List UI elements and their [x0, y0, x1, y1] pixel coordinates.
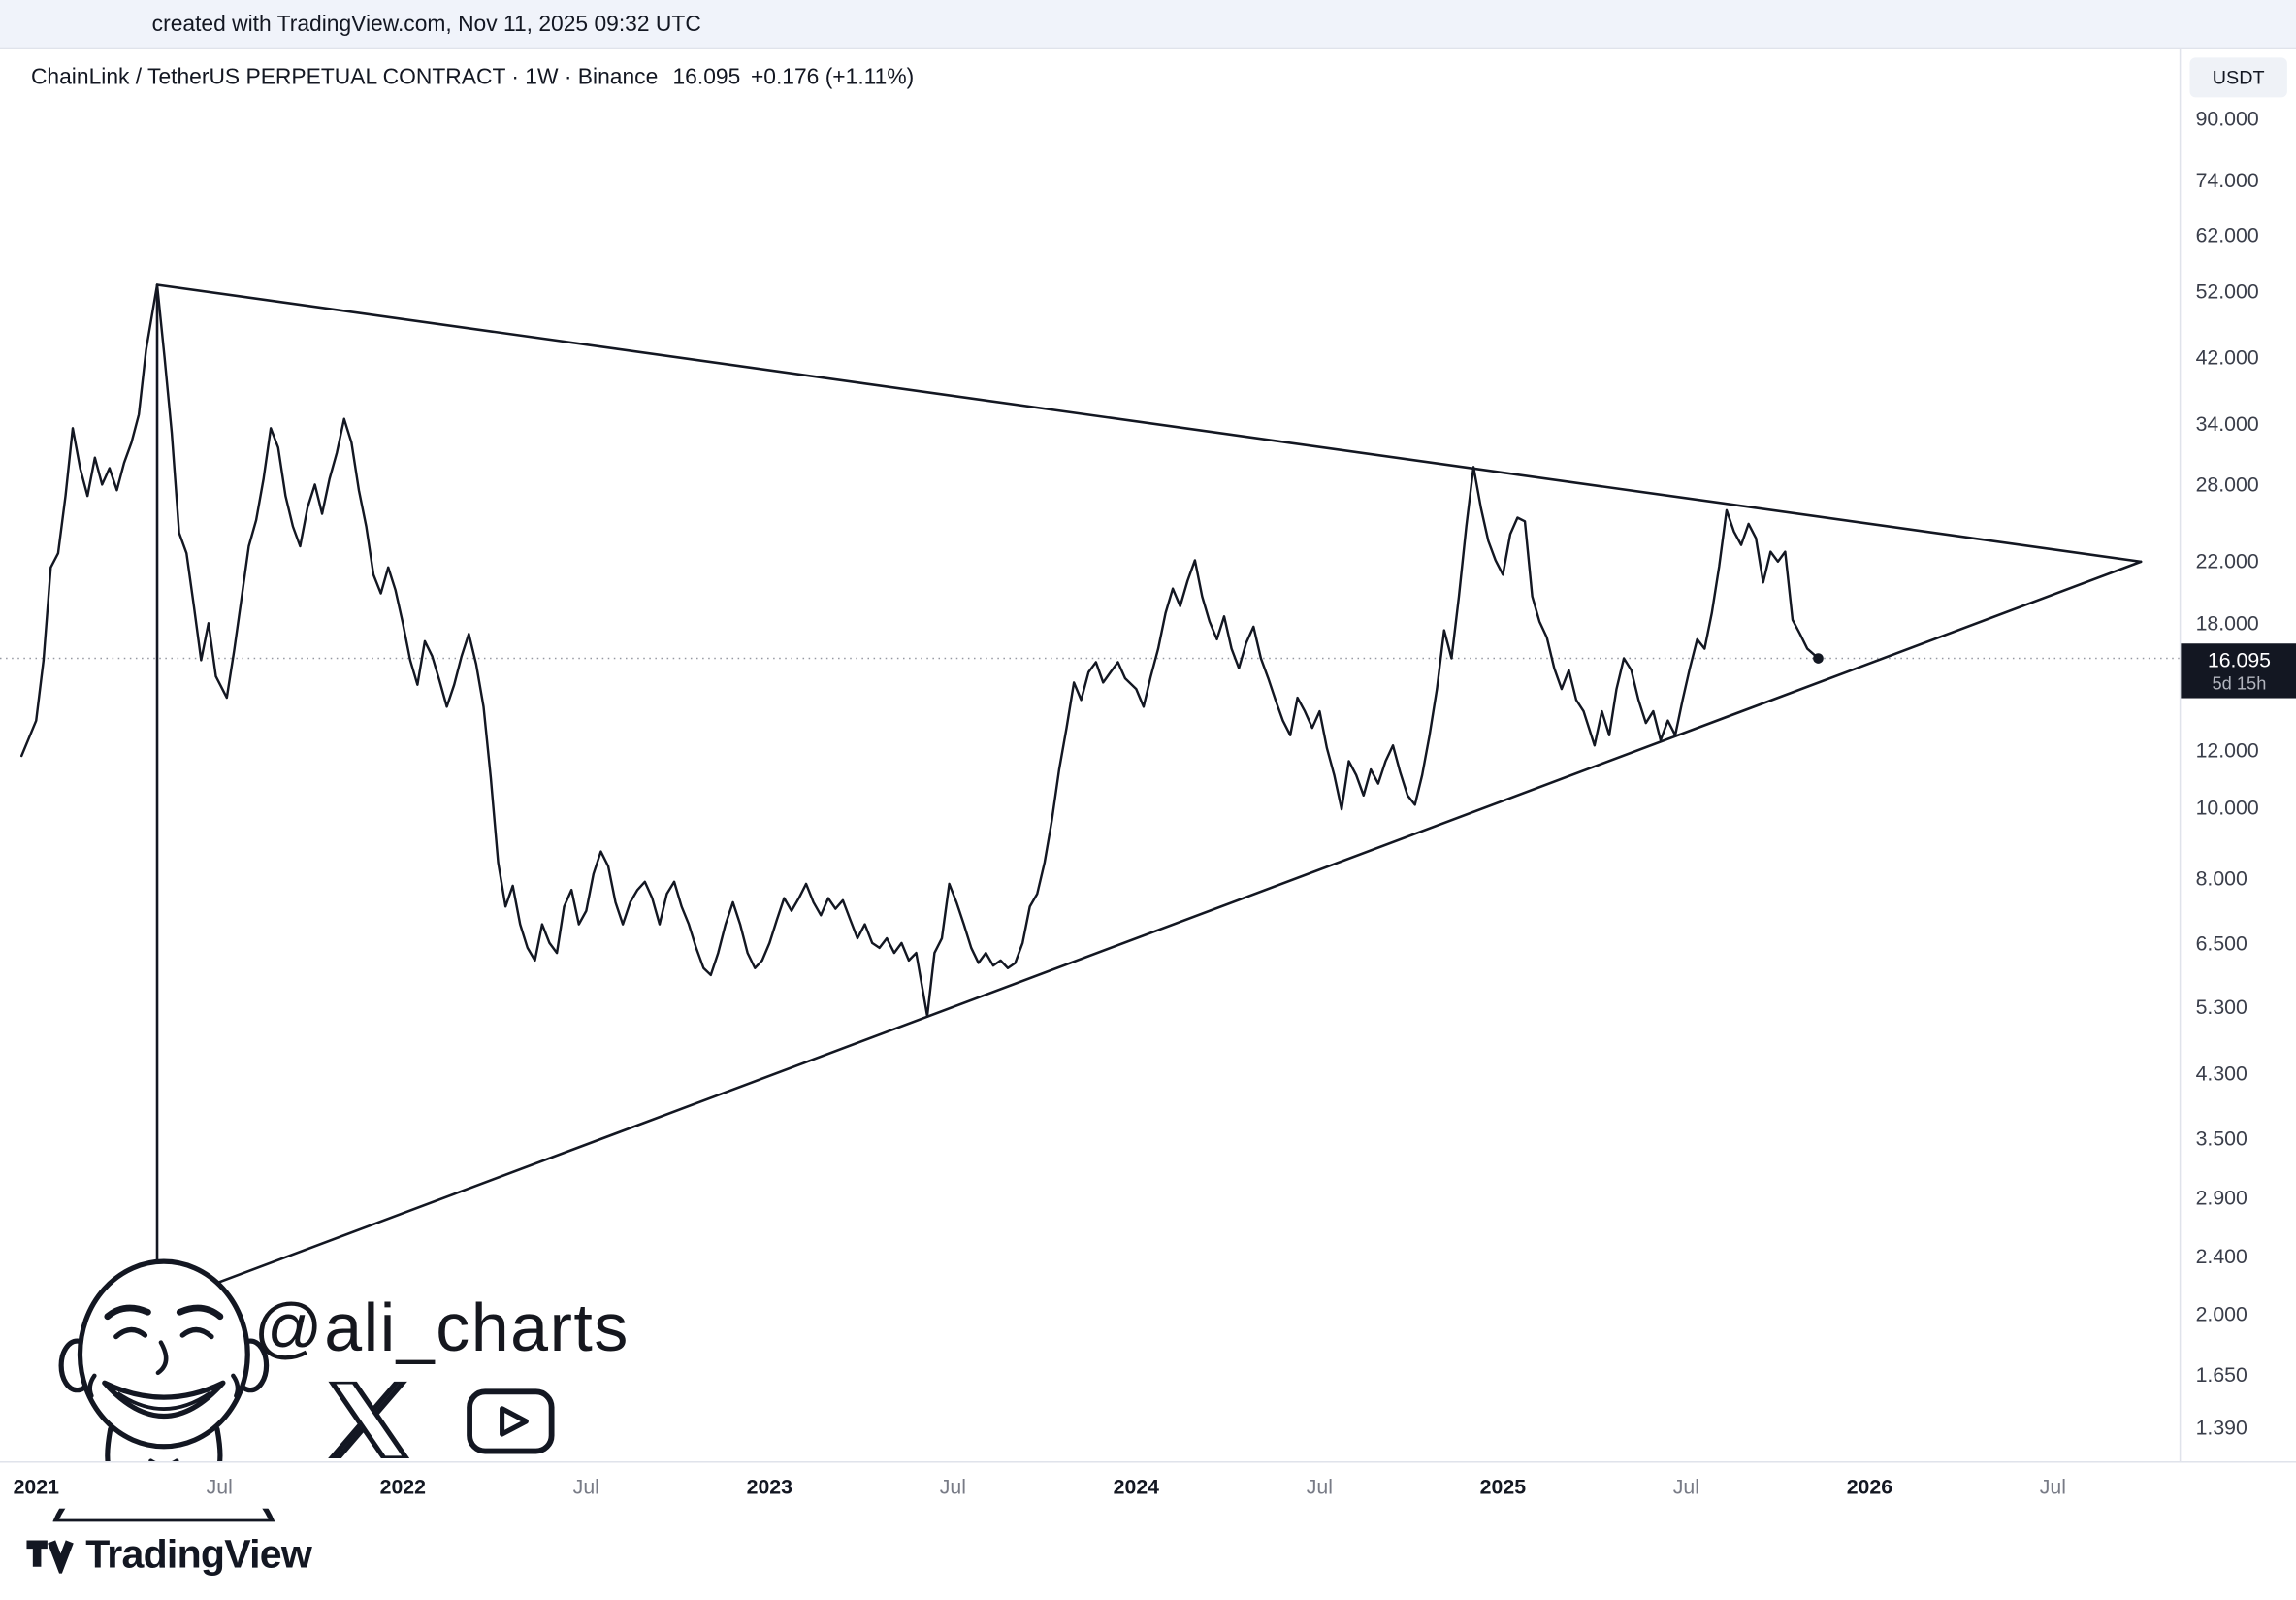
price-tick-label: 4.300 — [2195, 1061, 2247, 1085]
watermark-handle: @ali_charts — [253, 1289, 630, 1366]
price-tick-label: 22.000 — [2195, 548, 2259, 572]
time-tick-label: 2025 — [1479, 1474, 1527, 1499]
price-tick-label: 74.000 — [2195, 167, 2259, 192]
time-tick-label: 2026 — [1846, 1474, 1893, 1499]
youtube-icon — [467, 1388, 555, 1454]
last-price-badge: 16.095 5d 15h — [2181, 643, 2296, 699]
price-tick-label: 34.000 — [2195, 411, 2259, 436]
badge-countdown: 5d 15h — [2212, 672, 2267, 695]
price-tick-label: 2.000 — [2195, 1301, 2247, 1325]
price-tick-label: 52.000 — [2195, 278, 2259, 303]
price-tick-label: 2.400 — [2195, 1244, 2247, 1268]
price-line-series — [19, 283, 1820, 1018]
x-icon — [328, 1381, 410, 1458]
time-tick-label: Jul — [939, 1474, 966, 1499]
time-tick-label: 2024 — [1113, 1474, 1160, 1499]
time-tick-label: Jul — [1306, 1474, 1333, 1499]
triangle-lower-trendline — [155, 560, 2143, 1307]
price-tick-label: 5.300 — [2195, 995, 2247, 1020]
price-chart-canvas[interactable] — [0, 49, 2180, 1461]
price-tick-label: 2.900 — [2195, 1184, 2247, 1209]
ali-avatar-illustration — [52, 1258, 275, 1522]
footer-bar: TradingView — [0, 1508, 2296, 1600]
attribution-bar: created with TradingView.com, Nov 11, 20… — [0, 0, 2296, 49]
tradingview-logo: TradingView — [26, 1531, 312, 1577]
time-tick-label: Jul — [206, 1474, 233, 1499]
chart-legend: ChainLink / TetherUS PERPETUAL CONTRACT … — [31, 65, 914, 90]
tradingview-logo-icon — [26, 1540, 74, 1574]
price-tick-label: 18.000 — [2195, 611, 2259, 636]
attribution-text: created with TradingView.com, Nov 11, 20… — [151, 11, 701, 37]
currency-toggle: USDT — [2189, 57, 2287, 98]
badge-price: 16.095 — [2207, 647, 2272, 672]
time-tick-label: Jul — [572, 1474, 599, 1499]
time-tick-label: Jul — [1672, 1474, 1699, 1499]
last-price-dot — [1813, 653, 1824, 664]
price-tick-label: 42.000 — [2195, 344, 2259, 370]
time-scale[interactable]: 2021 Jul 2022 Jul 2023 Jul 2024 Jul 2025 Jul 2026 J… — [0, 1461, 2296, 1509]
time-tick-label: Jul — [2039, 1474, 2067, 1499]
price-tick-label: 6.500 — [2195, 931, 2247, 956]
tradingview-logo-text: TradingView — [85, 1531, 312, 1576]
symbol-title: ChainLink / TetherUS PERPETUAL CONTRACT … — [30, 64, 659, 90]
price-tick-label: 3.500 — [2195, 1126, 2247, 1150]
price-scale[interactable]: USDT 16.095 5d 15h 90.000 74.000 62.000 52.… — [2179, 49, 2296, 1462]
currency-label: USDT — [2212, 66, 2265, 89]
triangle-upper-trendline — [155, 283, 2143, 564]
price-tick-label: 62.000 — [2195, 222, 2259, 247]
time-tick-label: 2023 — [746, 1474, 793, 1499]
price-tick-label: 90.000 — [2195, 106, 2259, 130]
time-tick-label: 2021 — [13, 1474, 59, 1499]
price-tick-label: 8.000 — [2195, 865, 2247, 890]
last-price-value: 16.095 — [672, 64, 741, 90]
price-tick-label: 12.000 — [2195, 738, 2259, 763]
price-tick-label: 10.000 — [2195, 796, 2259, 820]
time-tick-label: 2022 — [379, 1474, 426, 1499]
price-tick-label: 1.390 — [2195, 1415, 2247, 1440]
chart-plot-area[interactable]: ChainLink / TetherUS PERPETUAL CONTRACT … — [0, 49, 2180, 1462]
price-tick-label: 1.650 — [2195, 1361, 2247, 1386]
price-tick-label: 28.000 — [2195, 473, 2259, 497]
price-change-value: +0.176 (+1.11%) — [750, 64, 915, 90]
